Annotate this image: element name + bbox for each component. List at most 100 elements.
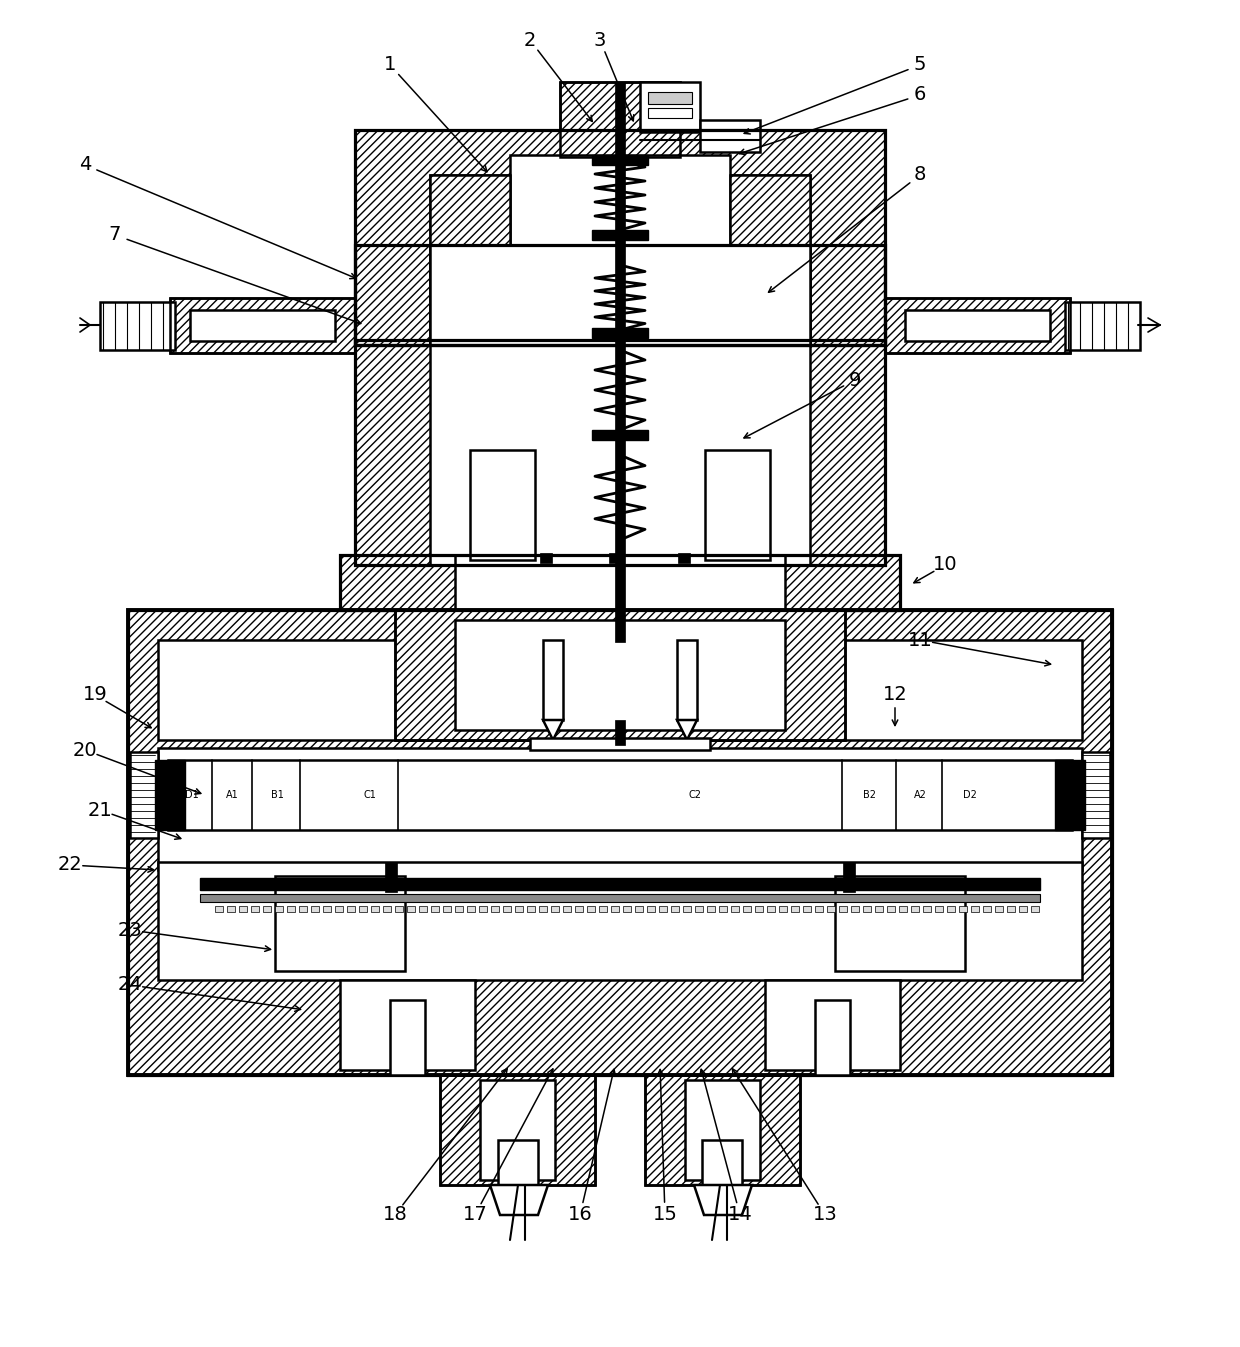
Bar bbox=[839, 907, 847, 912]
Text: 5: 5 bbox=[914, 55, 926, 74]
Bar bbox=[1019, 907, 1027, 912]
Bar bbox=[885, 298, 1070, 353]
Bar bbox=[851, 907, 859, 912]
Bar bbox=[128, 610, 1112, 1075]
Bar bbox=[755, 907, 763, 912]
Text: 24: 24 bbox=[118, 975, 143, 994]
Bar bbox=[983, 907, 991, 912]
Bar bbox=[815, 999, 849, 1075]
Bar bbox=[560, 82, 680, 158]
Bar bbox=[157, 640, 1083, 740]
Bar bbox=[575, 907, 583, 912]
Bar bbox=[515, 907, 523, 912]
Bar bbox=[875, 907, 883, 912]
Bar bbox=[100, 302, 175, 350]
Text: 16: 16 bbox=[568, 1206, 593, 1224]
Bar bbox=[702, 1140, 742, 1195]
Bar bbox=[791, 907, 799, 912]
Bar bbox=[591, 329, 649, 338]
Bar bbox=[609, 554, 621, 563]
Bar bbox=[157, 862, 1083, 981]
Bar bbox=[432, 907, 439, 912]
Bar bbox=[1055, 760, 1085, 830]
Bar bbox=[347, 907, 355, 912]
Text: 14: 14 bbox=[728, 1206, 753, 1224]
Bar bbox=[971, 907, 980, 912]
Bar bbox=[440, 1075, 595, 1185]
Bar bbox=[671, 907, 680, 912]
Text: 23: 23 bbox=[118, 920, 143, 939]
Bar bbox=[863, 907, 870, 912]
Bar bbox=[1030, 907, 1039, 912]
Bar bbox=[694, 907, 703, 912]
Bar bbox=[899, 907, 906, 912]
Text: 7: 7 bbox=[109, 225, 122, 245]
Bar bbox=[622, 907, 631, 912]
Bar bbox=[491, 907, 498, 912]
Bar bbox=[285, 886, 396, 960]
Bar bbox=[706, 450, 770, 560]
Bar bbox=[768, 907, 775, 912]
Bar bbox=[355, 245, 885, 345]
Bar bbox=[371, 907, 379, 912]
Text: 4: 4 bbox=[79, 155, 92, 175]
Bar bbox=[563, 907, 570, 912]
Bar bbox=[167, 760, 1073, 830]
Text: 10: 10 bbox=[932, 555, 957, 575]
Text: 12: 12 bbox=[883, 686, 908, 704]
Bar bbox=[815, 907, 823, 912]
Bar bbox=[355, 339, 885, 564]
Bar bbox=[539, 554, 552, 563]
Bar bbox=[529, 738, 711, 750]
Bar bbox=[443, 907, 451, 912]
Bar bbox=[355, 245, 885, 345]
Text: D1: D1 bbox=[185, 789, 198, 800]
Bar bbox=[615, 721, 625, 745]
Bar bbox=[887, 907, 895, 912]
Bar bbox=[430, 175, 510, 345]
Bar bbox=[844, 886, 955, 960]
Bar bbox=[539, 907, 547, 912]
Text: D2: D2 bbox=[963, 789, 977, 800]
Bar bbox=[383, 907, 391, 912]
Bar bbox=[299, 907, 308, 912]
Bar bbox=[843, 862, 856, 892]
Text: C2: C2 bbox=[688, 789, 702, 800]
Bar bbox=[170, 298, 355, 353]
Text: 22: 22 bbox=[57, 855, 82, 874]
Bar bbox=[200, 894, 1040, 902]
Bar bbox=[994, 907, 1003, 912]
Bar bbox=[311, 907, 319, 912]
Bar bbox=[591, 230, 649, 240]
Bar bbox=[498, 1140, 538, 1195]
Bar bbox=[645, 1075, 800, 1185]
Bar bbox=[340, 555, 900, 610]
Bar bbox=[730, 175, 810, 345]
Bar bbox=[275, 907, 283, 912]
Bar bbox=[384, 862, 397, 892]
Text: 6: 6 bbox=[914, 85, 926, 105]
Bar bbox=[743, 907, 751, 912]
Bar bbox=[263, 907, 272, 912]
Bar bbox=[396, 610, 844, 740]
Bar bbox=[455, 555, 785, 610]
Bar bbox=[440, 1075, 595, 1185]
Bar bbox=[678, 554, 689, 563]
Bar bbox=[649, 92, 692, 104]
Text: C1: C1 bbox=[363, 789, 377, 800]
Bar bbox=[560, 82, 680, 158]
Bar bbox=[430, 245, 810, 345]
Bar bbox=[355, 131, 885, 345]
Bar bbox=[430, 339, 810, 564]
Bar bbox=[543, 640, 563, 721]
Bar bbox=[480, 1080, 556, 1180]
Bar bbox=[286, 907, 295, 912]
Bar bbox=[340, 981, 475, 1070]
Bar bbox=[345, 985, 470, 1065]
Bar bbox=[827, 907, 835, 912]
Text: B1: B1 bbox=[270, 789, 284, 800]
Bar bbox=[430, 175, 510, 345]
Bar bbox=[707, 907, 715, 912]
Polygon shape bbox=[543, 721, 563, 740]
Bar bbox=[239, 907, 247, 912]
